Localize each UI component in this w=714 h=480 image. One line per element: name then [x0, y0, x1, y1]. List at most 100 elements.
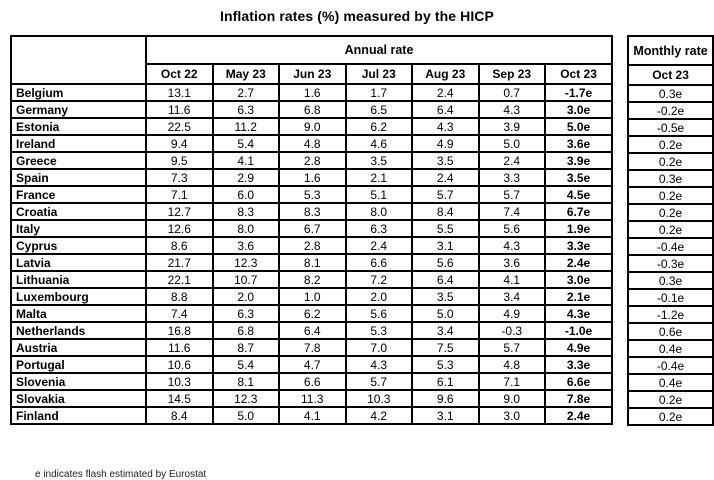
col-header-oct23: Oct 23: [543, 63, 614, 85]
table-row: -0.4e: [627, 356, 714, 375]
annual-value-cell: 3.1: [411, 236, 480, 255]
annual-group-header-row: Annual rate: [10, 35, 614, 85]
monthly-value-cell: 0.2e: [627, 390, 714, 409]
annual-value-cell: 4.3e: [543, 304, 614, 323]
monthly-value-cell: 0.3e: [627, 271, 714, 290]
annual-value-cell: 5.5: [411, 219, 480, 238]
table-row: Malta 7.4 6.3 6.2 5.6 5.0 4.9 4.3e: [10, 304, 614, 323]
monthly-value-cell: 0.3e: [627, 84, 714, 103]
table-row: -0.5e: [627, 118, 714, 137]
table-row: Estonia 22.5 11.2 9.0 6.2 4.3 3.9 5.0e: [10, 117, 614, 136]
annual-value-cell: -1.0e: [543, 321, 614, 340]
annual-value-cell: 4.1: [477, 270, 546, 289]
annual-value-cell: 8.2: [278, 270, 347, 289]
annual-value-cell: 5.7: [344, 372, 413, 391]
footnote: e indicates flash estimated by Eurostat: [35, 469, 207, 480]
country-cell: Slovenia: [10, 372, 147, 391]
annual-value-cell: 3.4: [411, 321, 480, 340]
annual-value-cell: 3.6e: [543, 134, 614, 153]
annual-value-cell: 9.4: [145, 134, 214, 153]
table-row: 0.4e: [627, 373, 714, 392]
table-row: -0.1e: [627, 288, 714, 307]
annual-value-cell: 10.6: [145, 355, 214, 374]
annual-value-cell: 6.6: [278, 372, 347, 391]
table-row: -1.2e: [627, 305, 714, 324]
monthly-value-cell: -0.4e: [627, 237, 714, 256]
country-cell: Austria: [10, 338, 147, 357]
annual-value-cell: 11.3: [278, 389, 347, 408]
annual-value-cell: 8.8: [145, 287, 214, 306]
annual-value-cell: 5.6: [411, 253, 480, 272]
table-row: Luxembourg 8.8 2.0 1.0 2.0 3.5 3.4 2.1e: [10, 287, 614, 306]
annual-value-cell: 3.9e: [543, 151, 614, 170]
country-cell: Cyprus: [10, 236, 147, 255]
annual-value-cell: 6.7: [278, 219, 347, 238]
table-row: Netherlands 16.8 6.8 6.4 5.3 3.4 -0.3 -1.0e: [10, 321, 614, 340]
annual-value-cell: 9.0: [278, 117, 347, 136]
annual-value-cell: 6.3: [211, 100, 280, 119]
col-header-sep23: Sep 23: [477, 63, 546, 85]
table-row: 0.2e: [627, 186, 714, 205]
annual-value-cell: 9.0: [477, 389, 546, 408]
monthly-value-cell: -0.2e: [627, 101, 714, 120]
table-row: Latvia 21.7 12.3 8.1 6.6 5.6 3.6 2.4e: [10, 253, 614, 272]
annual-value-cell: 7.1: [477, 372, 546, 391]
table-row: Greece 9.5 4.1 2.8 3.5 3.5 2.4 3.9e: [10, 151, 614, 170]
annual-value-cell: 5.3: [411, 355, 480, 374]
annual-value-cell: 4.5e: [543, 185, 614, 204]
annual-value-cell: 22.1: [145, 270, 214, 289]
table-row: Slovenia 10.3 8.1 6.6 5.7 6.1 7.1 6.6e: [10, 372, 614, 391]
table-row: Slovakia 14.5 12.3 11.3 10.3 9.6 9.0 7.8e: [10, 389, 614, 408]
annual-value-cell: 8.3: [211, 202, 280, 221]
annual-value-cell: 5.7: [411, 185, 480, 204]
annual-value-cell: 8.0: [344, 202, 413, 221]
annual-value-cell: 21.7: [145, 253, 214, 272]
annual-value-cell: 6.8: [278, 100, 347, 119]
country-cell: Slovakia: [10, 389, 147, 408]
col-header-may23: May 23: [211, 63, 280, 85]
annual-value-cell: 8.6: [145, 236, 214, 255]
annual-value-cell: 4.8: [477, 355, 546, 374]
annual-value-cell: 2.1e: [543, 287, 614, 306]
annual-value-cell: 4.1: [278, 406, 347, 425]
annual-value-cell: 3.5: [344, 151, 413, 170]
table-row: 0.2e: [627, 407, 714, 426]
annual-value-cell: 4.9: [477, 304, 546, 323]
annual-value-cell: 2.4e: [543, 406, 614, 425]
annual-value-cell: 6.2: [278, 304, 347, 323]
annual-value-cell: 9.6: [411, 389, 480, 408]
monthly-value-cell: -0.1e: [627, 288, 714, 307]
annual-month-header-row: Oct 22 May 23 Jun 23 Jul 23 Aug 23 Sep 2…: [11, 63, 614, 85]
annual-value-cell: 11.6: [145, 338, 214, 357]
col-header-oct22: Oct 22: [145, 63, 214, 85]
annual-rate-header: Annual rate: [144, 35, 614, 65]
country-cell: Lithuania: [10, 270, 147, 289]
table-row: -0.4e: [627, 237, 714, 256]
monthly-rate-header: Monthly rate: [627, 35, 714, 66]
country-cell: Spain: [10, 168, 147, 187]
table-row: 0.3e: [627, 271, 714, 290]
monthly-value-cell: 0.2e: [627, 407, 714, 426]
annual-value-cell: 1.7: [344, 83, 413, 102]
monthly-value-cell: 0.3e: [627, 169, 714, 188]
annual-table-body: Belgium 13.1 2.7 1.6 1.7 2.4 0.7 -1.7e Germany 11…: [10, 83, 614, 425]
table-row: 0.4e: [627, 339, 714, 358]
country-cell: France: [10, 185, 147, 204]
table-row: Finland 8.4 5.0 4.1 4.2 3.1 3.0 2.4e: [10, 406, 614, 425]
annual-value-cell: 13.1: [145, 83, 214, 102]
monthly-table-body: 0.3e -0.2e -0.5e 0.2e 0.2e 0.3e 0.2e 0.2e 0.2e -0…: [627, 84, 714, 426]
table-row: Spain 7.3 2.9 1.6 2.1 2.4 3.3 3.5e: [10, 168, 614, 187]
corner-cell: [10, 35, 147, 85]
annual-value-cell: 2.4e: [543, 253, 614, 272]
annual-value-cell: 1.6: [278, 83, 347, 102]
annual-value-cell: 4.7: [278, 355, 347, 374]
annual-value-cell: 3.5: [411, 287, 480, 306]
annual-value-cell: 1.9e: [543, 219, 614, 238]
annual-value-cell: 2.4: [477, 151, 546, 170]
monthly-value-cell: -0.4e: [627, 356, 714, 375]
annual-value-cell: 2.0: [344, 287, 413, 306]
annual-value-cell: 5.7: [477, 185, 546, 204]
annual-value-cell: 3.0e: [543, 270, 614, 289]
country-cell: Netherlands: [10, 321, 147, 340]
